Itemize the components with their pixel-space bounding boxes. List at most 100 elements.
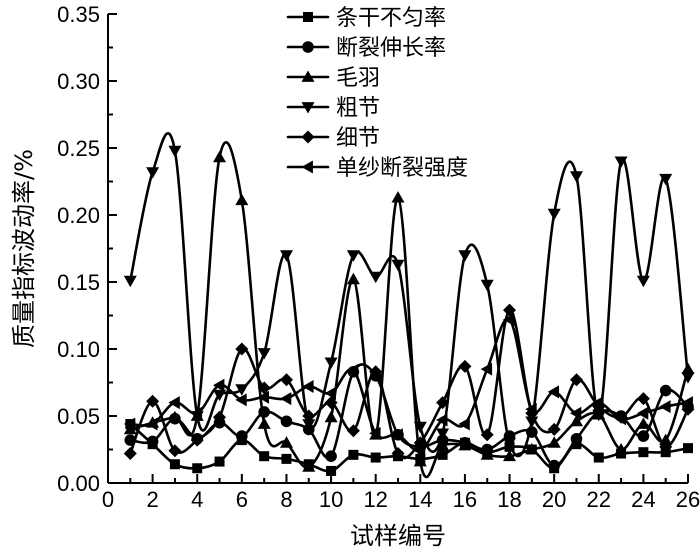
series-2-point <box>236 430 248 442</box>
series-4-point <box>636 275 650 288</box>
series-5-point <box>235 342 249 356</box>
x-tick-label: 26 <box>676 487 700 512</box>
series-2-point <box>146 435 159 448</box>
series-6-point <box>235 393 247 407</box>
x-tick-label: 22 <box>587 487 611 512</box>
series-3-point <box>503 449 516 462</box>
series-3-point <box>391 191 405 203</box>
series-2-point <box>280 415 293 428</box>
series-5-point <box>190 433 204 447</box>
series-6-point <box>146 417 158 431</box>
series-1-point <box>593 452 604 463</box>
y-tick-label: 0.15 <box>57 270 100 295</box>
series-6-point <box>570 406 582 420</box>
series-4-point <box>592 409 606 422</box>
series-4-point <box>570 171 583 183</box>
series-4-point <box>146 167 160 179</box>
series-4-point <box>659 173 673 186</box>
series-1-point <box>683 443 693 454</box>
series-1-point <box>214 456 225 467</box>
y-tick-label: 0.05 <box>57 404 100 429</box>
y-tick-label: 0.20 <box>57 203 100 228</box>
series-1-point <box>638 447 649 458</box>
series-4-point <box>369 271 383 284</box>
x-tick-label: 2 <box>146 487 158 512</box>
series-2-point <box>659 384 672 397</box>
y-tick-label: 0.25 <box>57 136 100 161</box>
series-5-point <box>391 447 405 460</box>
x-tick-label: 14 <box>408 487 432 512</box>
series-6-point <box>458 417 470 431</box>
series-1-point <box>281 453 292 464</box>
series-4-point <box>324 357 338 369</box>
series-6-point <box>659 400 671 414</box>
series-4-point <box>391 259 405 272</box>
series-2-point <box>325 450 337 463</box>
series-6-point <box>547 385 559 399</box>
series-6-point <box>190 406 203 420</box>
series-6-point <box>503 313 515 326</box>
legend-marker-4 <box>301 102 315 114</box>
series-6-point <box>280 392 292 406</box>
series-3-point <box>525 443 539 455</box>
series-5-point <box>458 359 472 373</box>
x-tick-label: 4 <box>191 487 203 512</box>
series-3-point <box>324 410 338 423</box>
series-6-point <box>302 380 314 393</box>
legend-label-1: 条干不匀率 <box>336 6 446 31</box>
x-tick-label: 24 <box>631 487 655 512</box>
series-6-point <box>168 396 180 410</box>
series-line-4 <box>129 132 690 458</box>
legend-label-2: 断裂伸长率 <box>336 36 446 61</box>
series-1-point <box>348 449 359 460</box>
series-6-point <box>681 396 693 410</box>
series-6-point <box>257 390 269 404</box>
series-4-point <box>168 145 182 158</box>
series-2-point <box>570 432 583 445</box>
series-4-point <box>280 250 293 262</box>
series-line-1 <box>129 422 690 473</box>
x-tick-label: 8 <box>280 487 292 512</box>
series-3-point <box>458 439 472 451</box>
y-tick-label: 0.35 <box>57 2 100 27</box>
x-tick-label: 20 <box>542 487 566 512</box>
series-5-point <box>324 396 338 410</box>
series-6-point <box>614 412 626 426</box>
series-4-point <box>302 419 316 431</box>
series-4-point <box>123 275 137 288</box>
x-tick-label: 10 <box>319 487 343 512</box>
x-axis-title: 试样编号 <box>350 522 446 550</box>
series-3-point <box>346 272 360 285</box>
legend-label-4: 粗节 <box>336 96 380 121</box>
y-tick-label: 0.10 <box>57 337 100 362</box>
series-3-point <box>636 417 650 429</box>
series-5-point <box>547 422 561 436</box>
x-tick-label: 18 <box>497 487 521 512</box>
series-6-point <box>324 386 336 400</box>
series-6-point <box>592 396 604 410</box>
legend-label-3: 毛羽 <box>336 66 380 91</box>
series-1-point <box>370 452 381 463</box>
x-tick-label: 12 <box>363 487 387 512</box>
series-5-point <box>280 373 293 387</box>
series-3-point <box>547 436 561 448</box>
series-5-point <box>480 428 494 442</box>
series-4-point <box>257 348 271 360</box>
series-6-point <box>391 428 403 442</box>
series-1-point <box>192 463 203 474</box>
series-3-point <box>480 448 494 460</box>
series-4-point <box>458 250 472 262</box>
series-3-point <box>570 414 583 427</box>
legend-label-6: 单纱断裂强度 <box>336 156 468 181</box>
series-3-point <box>436 439 450 451</box>
series-4-point <box>547 208 561 221</box>
series-3-point <box>123 422 137 435</box>
series-2-point <box>637 430 650 442</box>
series-3-point <box>413 455 427 467</box>
series-4-point <box>213 389 226 402</box>
series-3-point <box>280 436 293 448</box>
series-3-point <box>302 460 316 472</box>
y-tick-label: 0.30 <box>57 69 100 94</box>
legend-marker-2 <box>302 41 314 53</box>
